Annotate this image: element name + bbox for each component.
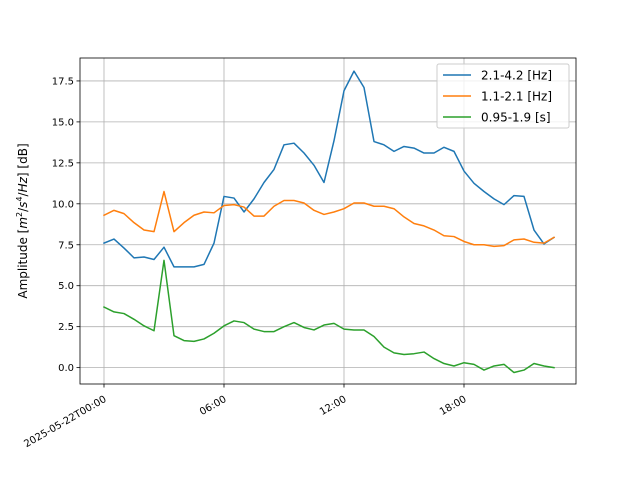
legend-label-1: 1.1-2.1 [Hz] [481, 90, 552, 104]
y-tick-label: 2.5 [58, 322, 74, 333]
series-line-0 [103, 70, 556, 268]
axis-ticks: 2025-05-22T00:00 06:00 12:00 18:00 0.0 2.5 5.0… [22, 76, 468, 450]
grid-lines [80, 58, 576, 384]
y-axis-label: Amplitude [m2/s4/Hz] [dB] [15, 143, 30, 298]
legend-box [436, 63, 570, 129]
legend-label-0: 2.1-4.2 [Hz] [481, 69, 552, 83]
plot-frame [79, 57, 577, 385]
y-tick-label: 7.5 [58, 240, 74, 251]
y-tick-label: 0.0 [58, 363, 74, 374]
x-tick-label: 12:00 [318, 394, 348, 418]
x-tick-label: 2025-05-22T00:00 [22, 394, 108, 450]
x-tick-label: 06:00 [198, 394, 228, 418]
legend: 2.1-4.2 [Hz] 1.1-2.1 [Hz] 0.95-1.9 [s] [436, 63, 570, 129]
series-line-2 [102, 259, 555, 374]
y-tick-label: 17.5 [52, 76, 74, 87]
legend-label-2: 0.95-1.9 [s] [481, 111, 551, 125]
series-line-1 [102, 190, 556, 248]
plot-series [102, 70, 556, 374]
y-tick-label: 15.0 [52, 117, 74, 128]
y-tick-label: 5.0 [58, 281, 74, 292]
x-tick-label: 18:00 [438, 394, 468, 418]
y-tick-label: 10.0 [52, 199, 74, 210]
y-tick-label: 12.5 [52, 158, 74, 169]
